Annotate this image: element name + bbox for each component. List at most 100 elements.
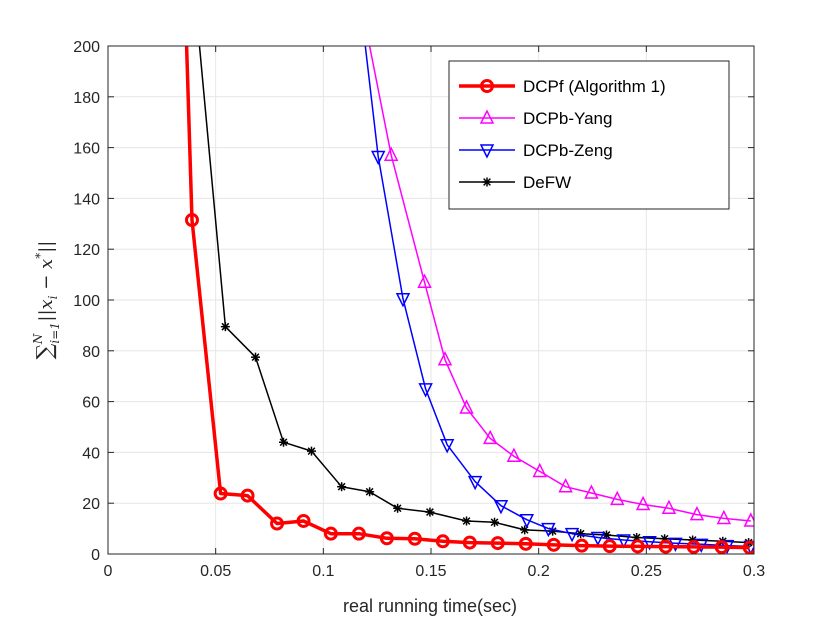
y-tick-label-8: 160 — [73, 141, 100, 158]
legend-label-defw: DeFW — [523, 173, 571, 192]
y-axis-title-mid-sup: * — [33, 253, 47, 259]
point-defw-6 — [365, 487, 375, 497]
y-axis-title-tail: || — [36, 241, 57, 253]
point-defw-5-d2 — [337, 482, 346, 491]
x-tick-label-0: 0 — [104, 563, 113, 580]
point-dcpf-algorithm-1-8 — [379, 531, 394, 546]
point-defw-4-d2 — [307, 447, 316, 456]
point-dcpb-yang-6 — [506, 447, 522, 462]
legend-label-dcpb-zeng: DCPb-Zeng — [523, 141, 613, 160]
x-axis-title: real running time(sec) — [343, 596, 517, 616]
x-tick-label-4: 0.2 — [528, 563, 550, 580]
legend: DCPf (Algorithm 1) DCPb-Yang DCPb-Zeng DeFW — [448, 60, 730, 210]
y-tick-label-4: 80 — [82, 344, 100, 361]
point-dcpb-zeng-1 — [371, 150, 386, 166]
point-dcpb-yang-10 — [610, 490, 625, 506]
point-dcpf-algorithm-1-14 — [546, 537, 561, 552]
y-tick-label-1: 20 — [82, 496, 100, 513]
legend-marker-dcpb-zeng — [479, 144, 495, 159]
series-line-dcpb-yang — [368, 46, 751, 522]
point-dcpf-algorithm-1-20 — [714, 540, 729, 554]
point-defw-5 — [337, 482, 347, 492]
x-tick-label-6: 0.3 — [743, 563, 765, 580]
x-tick-label-3: 0.15 — [415, 563, 446, 580]
tick-labels: 0 0.05 0.1 0.15 0.2 0.25 0.3 0 20 40 60 80 100 120 140… — [73, 39, 765, 580]
point-dcpb-yang-1 — [383, 146, 399, 161]
point-defw-12-d2 — [548, 527, 557, 536]
y-axis-title: ∑i=1N ||xi − x*|| — [31, 241, 62, 360]
point-dcpf-algorithm-1-16 — [602, 539, 617, 554]
point-dcpb-yang-13 — [689, 505, 705, 521]
point-defw-10-d2 — [490, 518, 499, 527]
point-dcpb-yang-2 — [417, 273, 432, 288]
y-axis-title-body-sub: i — [46, 295, 60, 299]
series-line-dcpf-algorithm-1 — [184, 46, 750, 550]
point-dcpb-yang-11 — [635, 495, 651, 511]
y-axis-title-mid: − x — [36, 259, 57, 296]
point-dcpb-yang-9 — [584, 484, 599, 499]
point-dcpb-yang-8 — [558, 478, 573, 493]
point-defw-3 — [278, 437, 288, 447]
y-tick-label-10: 200 — [73, 39, 100, 56]
point-dcpb-zeng-10 — [590, 531, 606, 547]
point-dcpf-algorithm-1-21 — [742, 540, 754, 554]
point-defw-8 — [425, 507, 435, 517]
point-dcpb-yang-14 — [716, 509, 732, 525]
point-dcpf-algorithm-1-13 — [518, 536, 533, 551]
point-dcpb-zeng-2 — [395, 292, 411, 308]
point-dcpf-algorithm-1-7 — [351, 526, 366, 541]
point-dcpf-algorithm-1-1 — [184, 212, 199, 227]
y-tick-label-5: 100 — [73, 293, 100, 310]
x-tick-label-1: 0.05 — [200, 563, 231, 580]
point-dcpf-algorithm-1-3 — [240, 488, 255, 503]
point-defw-2-d2 — [251, 353, 260, 362]
point-dcpf-algorithm-1-9 — [407, 531, 422, 546]
series-defw — [198, 46, 754, 548]
point-dcpf-algorithm-1-2 — [213, 486, 228, 501]
point-dcpb-zeng-3 — [418, 383, 433, 398]
point-dcpb-yang-7 — [532, 462, 547, 478]
point-dcpf-algorithm-1-10 — [435, 534, 450, 549]
x-tick-label-5: 0.25 — [631, 563, 662, 580]
point-dcpf-algorithm-1-19 — [686, 539, 701, 554]
point-dcpb-zeng-5 — [467, 475, 483, 491]
point-dcpf-algorithm-1-11 — [462, 535, 477, 550]
point-dcpf-algorithm-1-18 — [658, 539, 673, 554]
point-dcpb-zeng-7 — [519, 513, 535, 529]
legend-label-dcpb-yang: DCPb-Yang — [523, 109, 612, 128]
svg-text:∑i=1N||xi − x*||: ∑i=1N ||xi − x*|| — [31, 241, 62, 360]
point-defw-4 — [306, 446, 316, 456]
legend-marker-defw — [482, 177, 492, 187]
point-defw-14-d2 — [602, 531, 611, 539]
point-dcpb-zeng-6 — [493, 499, 509, 515]
y-axis-title-sum: ∑ — [33, 343, 58, 359]
point-defw-6-d2 — [365, 487, 374, 496]
point-dcpf-algorithm-1-15 — [574, 538, 589, 553]
point-defw-8-d2 — [426, 508, 434, 516]
legend-marker-defw-d2 — [483, 178, 491, 186]
series-line-defw — [198, 46, 749, 544]
y-tick-label-3: 60 — [82, 395, 100, 412]
point-defw-1-d2 — [221, 322, 230, 331]
series-line-dcpb-zeng — [364, 46, 751, 548]
y-tick-label-0: 0 — [91, 547, 100, 564]
point-defw-7 — [393, 503, 403, 513]
x-tick-label-2: 0.1 — [312, 563, 334, 580]
y-tick-label-7: 140 — [73, 191, 100, 208]
point-defw-9-d2 — [462, 517, 471, 525]
point-defw-1 — [220, 322, 230, 332]
point-dcpb-zeng-12 — [642, 536, 657, 551]
point-dcpb-zeng-11 — [616, 534, 631, 549]
point-dcpb-yang-5 — [483, 429, 498, 445]
point-dcpb-yang-12 — [661, 499, 677, 515]
y-tick-label-2: 40 — [82, 445, 100, 462]
point-dcpb-yang-4 — [459, 399, 474, 414]
point-defw-3-d2 — [279, 438, 288, 447]
legend-marker-dcpb-yang — [479, 109, 495, 124]
point-dcpb-zeng-4 — [439, 439, 455, 454]
legend-label-dcpf-algorithm-1: DCPf (Algorithm 1) — [523, 77, 666, 96]
point-defw-13-d2 — [576, 529, 585, 538]
y-axis-title-sub: i=1 — [48, 322, 62, 344]
point-defw-9 — [462, 516, 472, 526]
